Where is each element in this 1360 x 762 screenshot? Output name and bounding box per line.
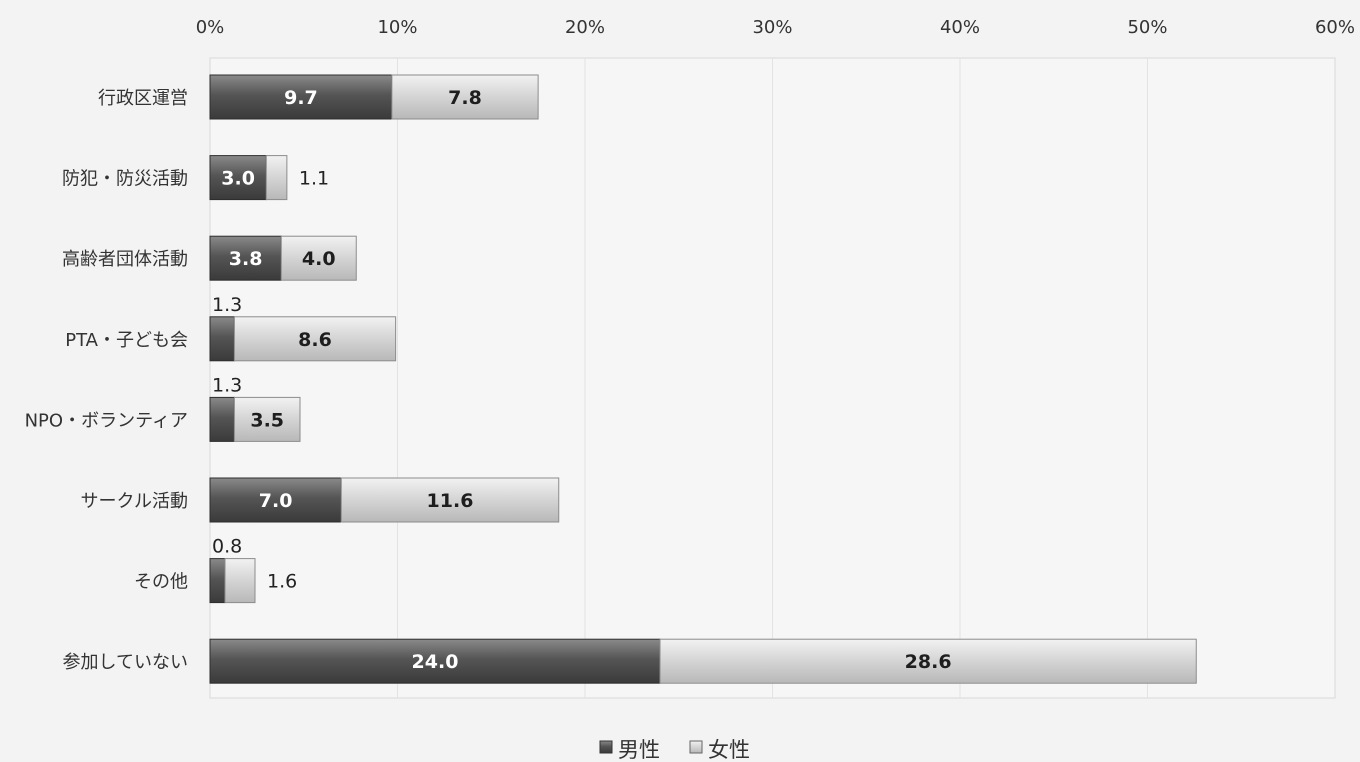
data-label: 1.3 bbox=[212, 374, 242, 396]
bar-female bbox=[265, 155, 288, 201]
data-label: 1.1 bbox=[299, 168, 329, 190]
bar-male bbox=[209, 316, 235, 362]
data-label: 7.0 bbox=[259, 490, 293, 512]
bar-male bbox=[209, 74, 393, 120]
bar-female bbox=[233, 316, 397, 362]
gridlines bbox=[397, 58, 1148, 698]
bar-male bbox=[209, 396, 235, 442]
data-label: 28.6 bbox=[905, 651, 952, 673]
legend-label-female: 女性 bbox=[708, 738, 750, 762]
data-label: 8.6 bbox=[298, 329, 332, 351]
legend-swatch-female bbox=[689, 740, 703, 754]
data-label: 4.0 bbox=[302, 248, 336, 270]
data-label: 3.0 bbox=[221, 168, 255, 190]
data-label: 9.7 bbox=[284, 87, 318, 109]
x-tick-label: 60% bbox=[1315, 17, 1355, 38]
bar-female bbox=[280, 235, 357, 281]
bar-female bbox=[340, 477, 560, 523]
data-label: 7.8 bbox=[448, 87, 482, 109]
bar-female bbox=[224, 558, 256, 604]
x-tick-label: 10% bbox=[377, 17, 417, 38]
bar-male bbox=[209, 477, 342, 523]
data-labels: 9.7 7.8 3.0 1.1 3.8 4.0 1.3 8.6 1.3 3.5 7.0 11.6 0.8… bbox=[212, 87, 952, 673]
data-label: 3.8 bbox=[229, 248, 263, 270]
data-label: 11.6 bbox=[427, 490, 474, 512]
category-label: 参加していない bbox=[63, 652, 188, 673]
bar-male bbox=[209, 558, 226, 604]
x-tick-label: 20% bbox=[565, 17, 605, 38]
x-tick-label: 50% bbox=[1127, 17, 1167, 38]
category-label: PTA・子ども会 bbox=[65, 330, 188, 351]
category-label: NPO・ボランティア bbox=[25, 410, 188, 431]
x-tick-label: 40% bbox=[940, 17, 980, 38]
category-label: 行政区運営 bbox=[98, 88, 188, 109]
category-label: 防犯・防災活動 bbox=[62, 169, 188, 190]
x-tick-label: 0% bbox=[196, 17, 225, 38]
data-label: 24.0 bbox=[412, 651, 459, 673]
bar-female bbox=[659, 638, 1197, 684]
x-axis-ticks: 0% 10% 20% 30% 40% 50% 60% bbox=[196, 17, 1355, 38]
legend-swatch-male bbox=[599, 740, 613, 754]
category-label: サークル活動 bbox=[81, 491, 188, 512]
legend: 男性 女性 bbox=[599, 738, 750, 762]
bar-male bbox=[209, 638, 661, 684]
category-label: 高齢者団体活動 bbox=[62, 249, 188, 270]
legend-label-male: 男性 bbox=[618, 738, 660, 762]
x-tick-label: 30% bbox=[752, 17, 792, 38]
category-label: その他 bbox=[134, 572, 188, 593]
bar-female bbox=[391, 74, 539, 120]
data-label: 3.5 bbox=[250, 409, 284, 431]
bar-female bbox=[233, 396, 301, 442]
data-label: 0.8 bbox=[212, 536, 242, 558]
data-label: 1.3 bbox=[212, 294, 242, 316]
bars bbox=[209, 74, 1197, 684]
data-label: 1.6 bbox=[267, 571, 297, 593]
